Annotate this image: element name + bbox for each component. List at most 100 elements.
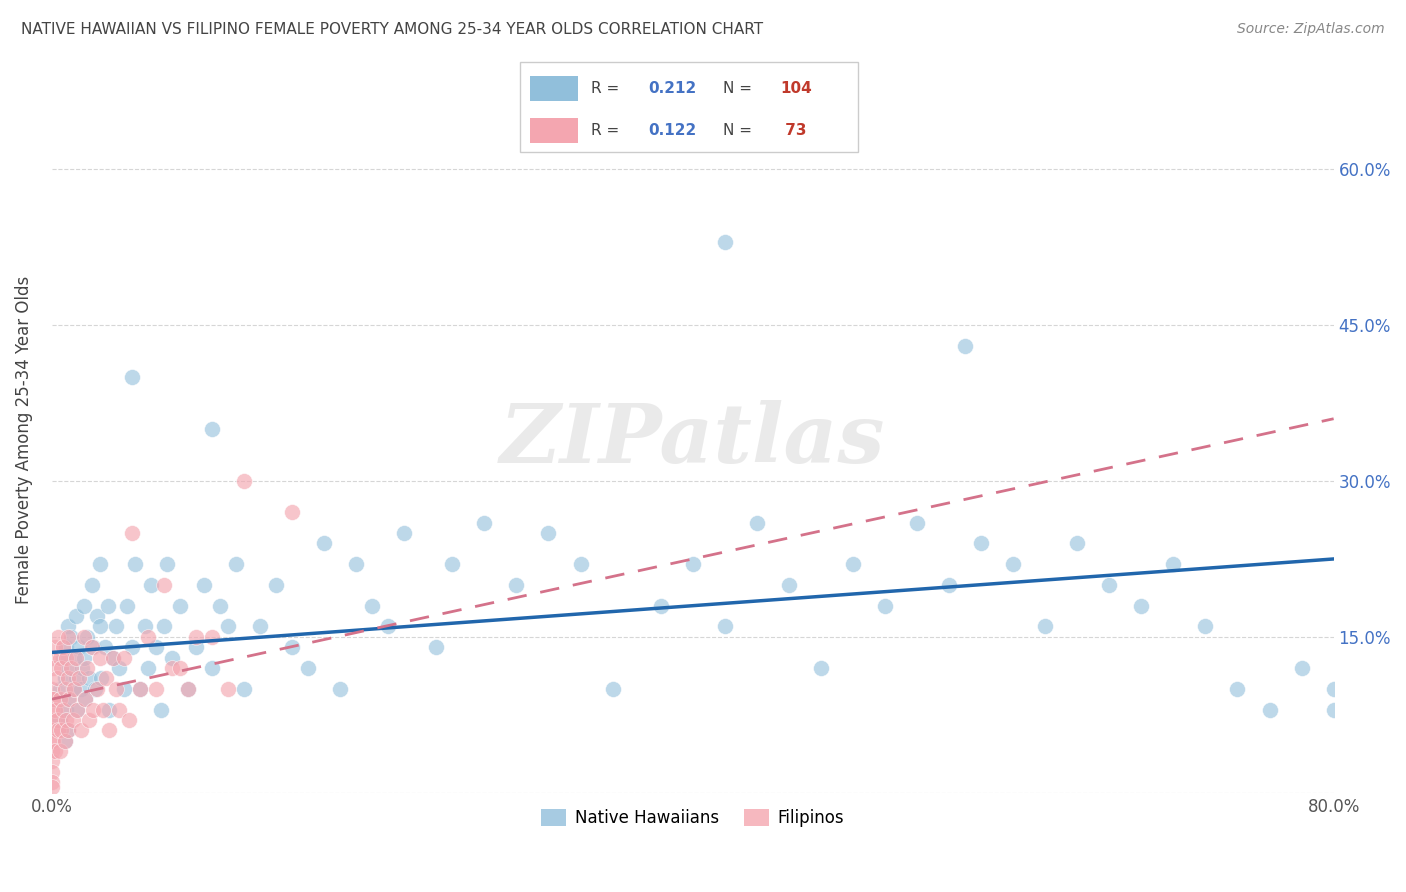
- Point: [1033, 619, 1056, 633]
- Point: [49, 744, 72, 758]
- Point: [66, 702, 89, 716]
- Point: [56, 672, 79, 686]
- Point: [67, 640, 90, 655]
- Point: [394, 526, 416, 541]
- Text: R =: R =: [591, 123, 624, 137]
- Point: [41, 780, 63, 795]
- Point: [90, 672, 112, 686]
- Point: [53, 672, 76, 686]
- Point: [96, 672, 118, 686]
- Point: [602, 681, 624, 696]
- Point: [1163, 557, 1185, 571]
- Point: [49, 713, 72, 727]
- Text: Source: ZipAtlas.com: Source: ZipAtlas.com: [1237, 22, 1385, 37]
- Point: [77, 672, 100, 686]
- Point: [149, 702, 172, 716]
- Point: [810, 661, 832, 675]
- Point: [225, 557, 247, 571]
- Point: [86, 681, 108, 696]
- FancyBboxPatch shape: [530, 118, 578, 143]
- Point: [62, 681, 84, 696]
- Point: [153, 619, 176, 633]
- Point: [314, 536, 336, 550]
- Point: [713, 619, 735, 633]
- Point: [101, 650, 124, 665]
- Point: [56, 619, 79, 633]
- Point: [953, 339, 976, 353]
- Point: [55, 702, 77, 716]
- Point: [44, 640, 66, 655]
- Point: [73, 599, 96, 613]
- Point: [184, 630, 207, 644]
- Point: [73, 650, 96, 665]
- Point: [41, 744, 63, 758]
- Point: [177, 681, 200, 696]
- Point: [41, 702, 63, 716]
- Point: [713, 235, 735, 249]
- Point: [51, 723, 73, 738]
- Text: R =: R =: [591, 81, 624, 95]
- Point: [124, 557, 146, 571]
- Point: [53, 681, 76, 696]
- Point: [52, 702, 75, 716]
- Point: [136, 661, 159, 675]
- Point: [55, 650, 77, 665]
- Point: [45, 672, 67, 686]
- Point: [77, 713, 100, 727]
- Point: [41, 650, 63, 665]
- Point: [1002, 557, 1025, 571]
- Point: [41, 764, 63, 779]
- Point: [58, 692, 80, 706]
- Point: [82, 640, 104, 655]
- Point: [84, 681, 107, 696]
- Point: [66, 702, 89, 716]
- Point: [112, 650, 135, 665]
- Point: [55, 640, 77, 655]
- Point: [67, 672, 90, 686]
- Point: [905, 516, 928, 530]
- Point: [264, 578, 287, 592]
- Point: [160, 661, 183, 675]
- Point: [118, 713, 141, 727]
- Point: [136, 630, 159, 644]
- Point: [842, 557, 865, 571]
- Point: [112, 681, 135, 696]
- Point: [938, 578, 960, 592]
- Point: [49, 681, 72, 696]
- Point: [104, 681, 127, 696]
- Point: [121, 370, 143, 384]
- Point: [249, 619, 271, 633]
- Point: [139, 578, 162, 592]
- Point: [177, 681, 200, 696]
- Point: [41, 723, 63, 738]
- Point: [63, 681, 86, 696]
- Point: [44, 702, 66, 716]
- Point: [201, 630, 224, 644]
- Point: [46, 723, 69, 738]
- Point: [1258, 702, 1281, 716]
- Point: [1226, 681, 1249, 696]
- Point: [51, 661, 73, 675]
- FancyBboxPatch shape: [520, 62, 858, 152]
- Point: [41, 733, 63, 747]
- Point: [425, 640, 447, 655]
- Point: [98, 723, 121, 738]
- Point: [49, 650, 72, 665]
- FancyBboxPatch shape: [530, 76, 578, 101]
- Point: [75, 692, 97, 706]
- Point: [745, 516, 768, 530]
- Point: [217, 681, 239, 696]
- Point: [80, 578, 103, 592]
- Point: [62, 713, 84, 727]
- Point: [193, 578, 215, 592]
- Point: [1066, 536, 1088, 550]
- Point: [650, 599, 672, 613]
- Point: [52, 650, 75, 665]
- Point: [1130, 599, 1153, 613]
- Text: 104: 104: [780, 81, 811, 95]
- Point: [569, 557, 592, 571]
- Point: [682, 557, 704, 571]
- Point: [41, 775, 63, 789]
- Point: [128, 681, 150, 696]
- Point: [65, 672, 87, 686]
